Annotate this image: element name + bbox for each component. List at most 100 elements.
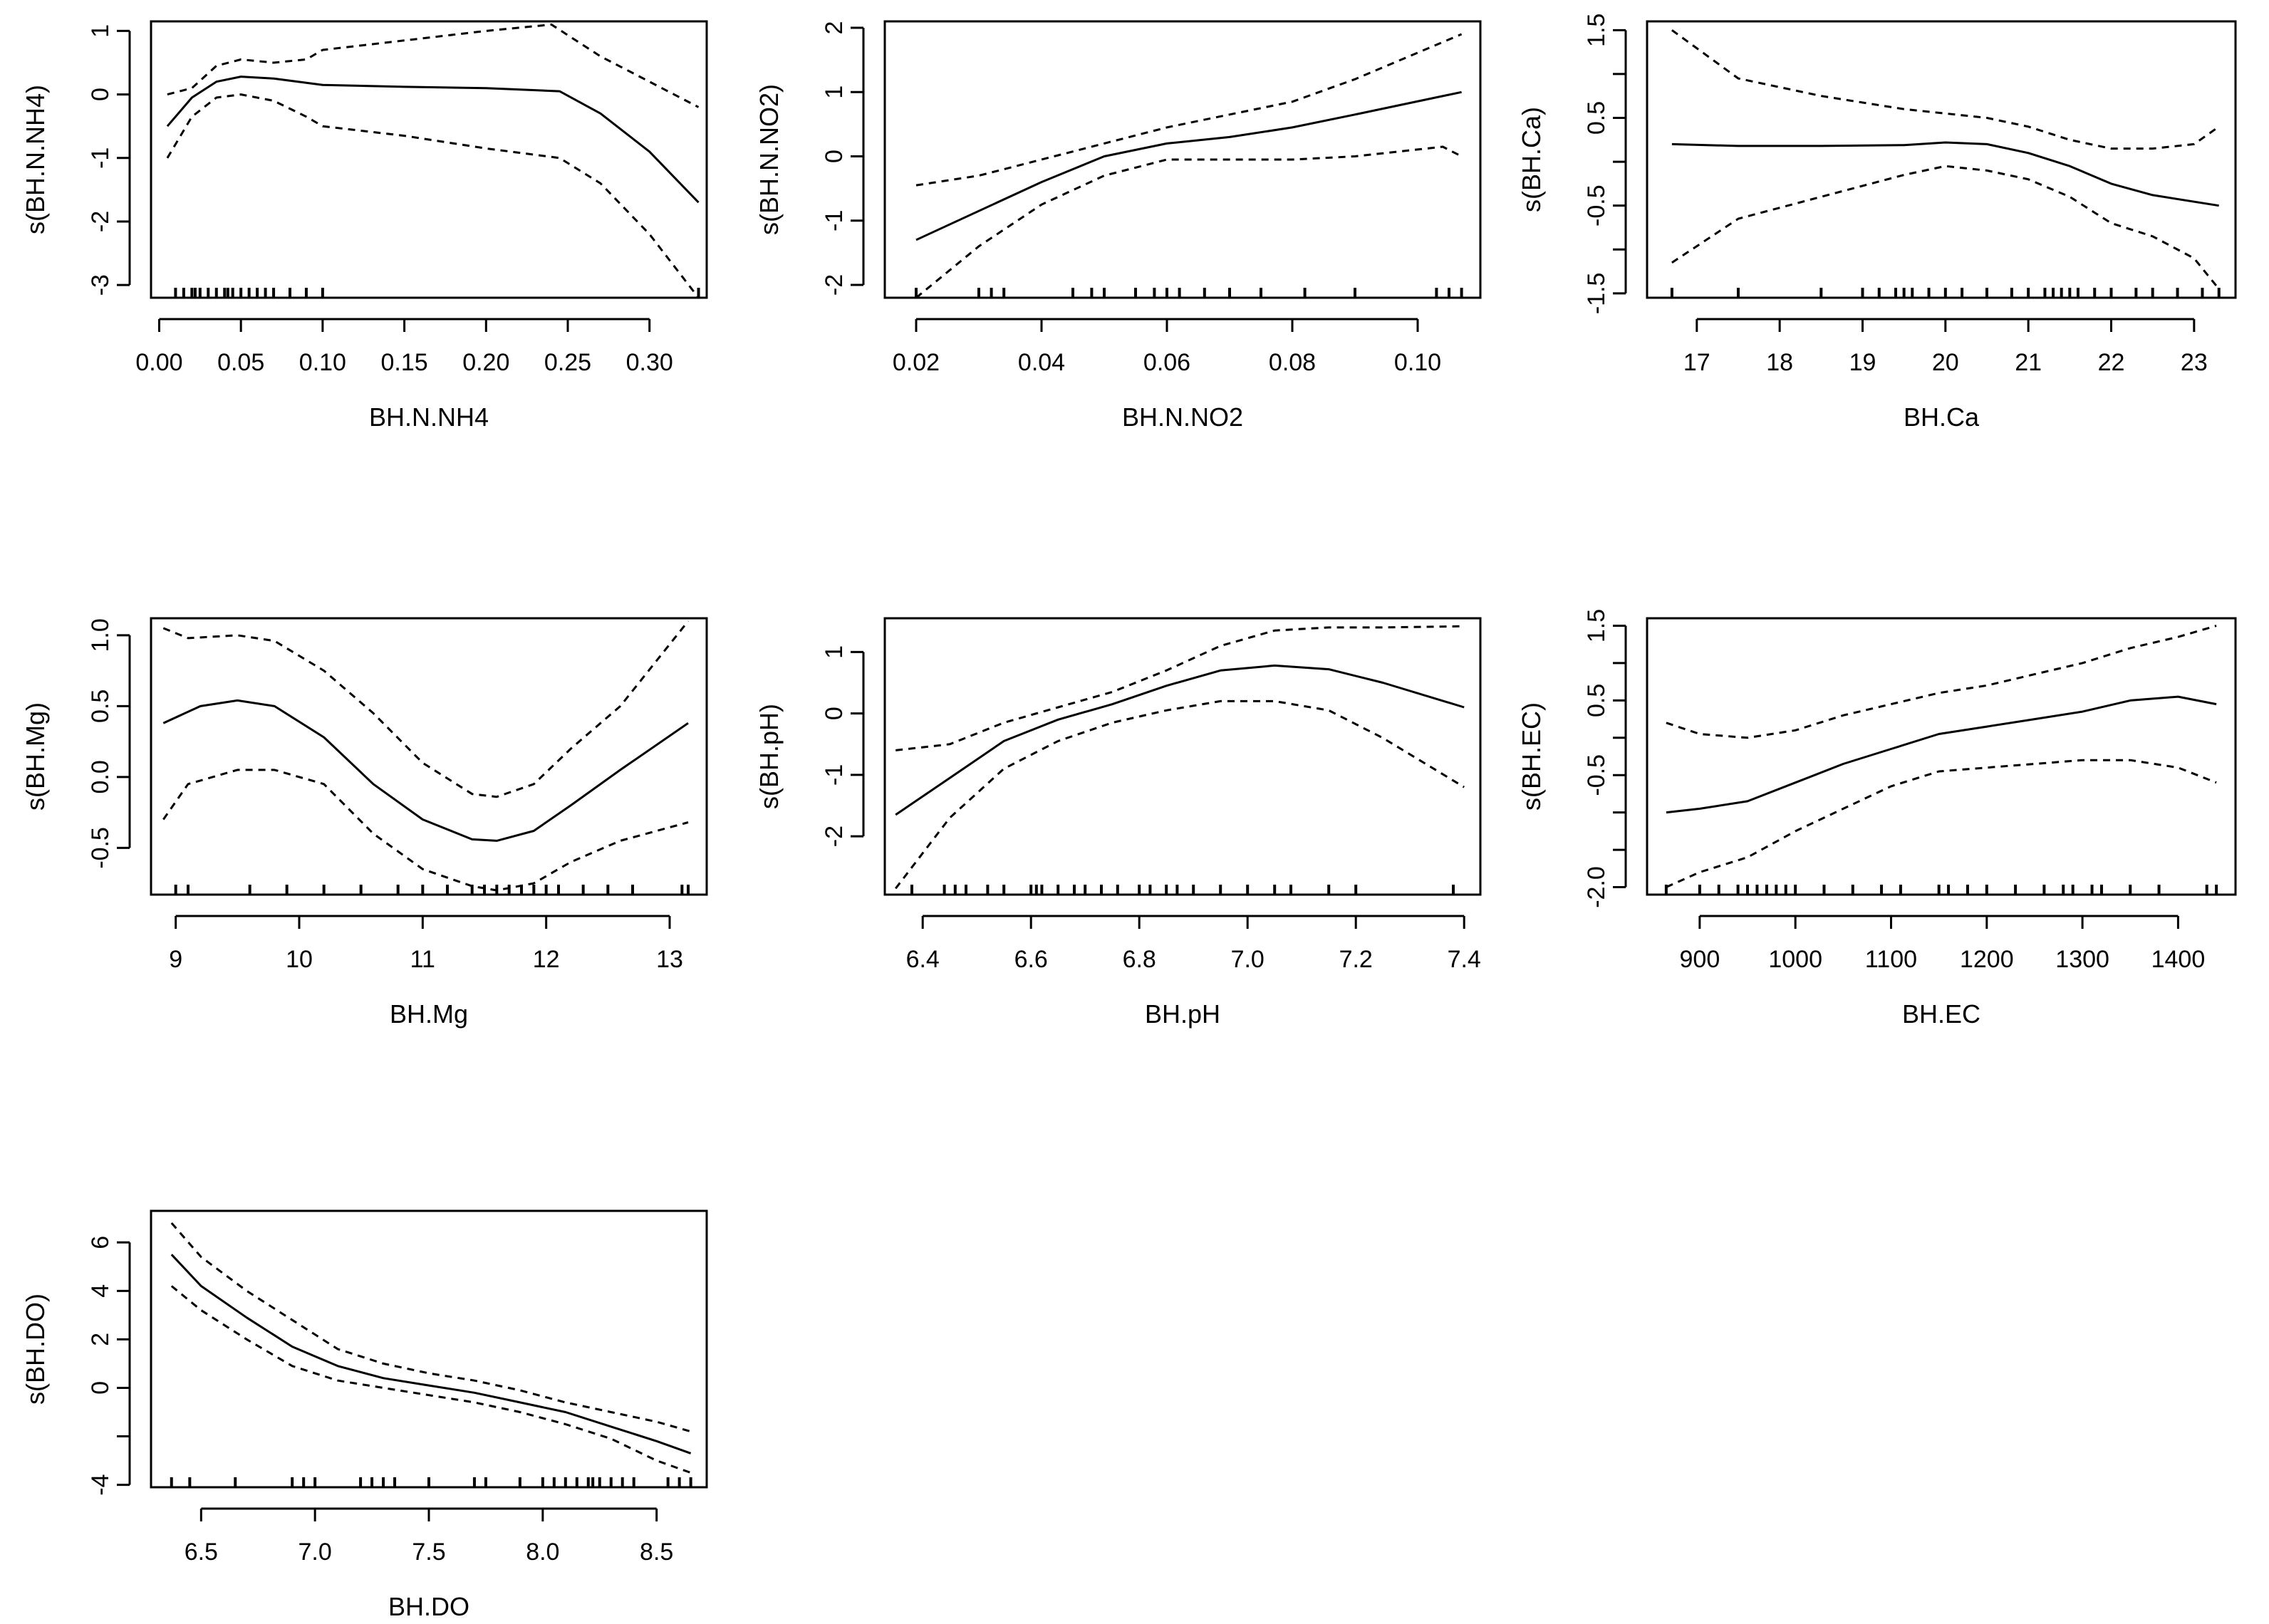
smooth-fit-line xyxy=(915,90,1462,241)
x-tick-label: 7.0 xyxy=(1231,946,1265,973)
y-tick-label: 0 xyxy=(821,150,848,163)
x-tick-label: 0.05 xyxy=(217,349,264,376)
y-axis-title: s(BH.Ca) xyxy=(1517,107,1546,212)
y-tick-label: -0.5 xyxy=(1583,184,1610,227)
y-tick-label: 2 xyxy=(821,21,848,35)
y-axis-title: s(BH.N.NH4) xyxy=(21,85,50,234)
y-tick-label: 1.5 xyxy=(1583,14,1610,47)
x-tick-label: 0.06 xyxy=(1143,349,1190,376)
smooth-fit-line xyxy=(166,76,700,204)
smooth-fit-line xyxy=(1666,695,2217,814)
x-tick-label: 22 xyxy=(2098,349,2125,376)
y-axis-title: s(BH.EC) xyxy=(1517,702,1546,811)
y-tick-label: 0.5 xyxy=(1583,684,1610,717)
x-tick-label: 1000 xyxy=(1768,946,1822,973)
y-tick-label: 1.0 xyxy=(87,618,114,652)
confidence-band-lower xyxy=(895,699,1465,890)
x-tick-label: 7.5 xyxy=(412,1539,445,1566)
plot-frame xyxy=(1646,20,2237,299)
x-tick-label: 0.10 xyxy=(299,349,346,376)
y-tick-label: 1 xyxy=(87,24,114,38)
x-tick-label: 10 xyxy=(286,946,313,973)
panel-7: 6.5 7.0 7.5 8.0 8.5 -4 0 2 4 6 BH.DO s(BH.DO) xyxy=(21,1209,708,1621)
confidence-band-upper xyxy=(1671,29,2220,150)
y-tick-label: 2 xyxy=(87,1333,114,1346)
x-axis-title: BH.EC xyxy=(1902,999,1980,1029)
y-tick-label: -0.5 xyxy=(87,827,114,869)
confidence-band-lower xyxy=(1671,165,2220,290)
y-axis-title: s(BH.Mg) xyxy=(21,702,50,811)
x-tick-label: 6.4 xyxy=(906,946,940,973)
x-axis-title: BH.DO xyxy=(388,1592,469,1621)
plot-frame xyxy=(883,20,1482,299)
x-tick-label: 6.5 xyxy=(185,1539,218,1566)
x-tick-label: 7.2 xyxy=(1339,946,1373,973)
confidence-band-lower xyxy=(162,769,689,892)
x-axis-title: BH.N.NO2 xyxy=(1122,402,1243,432)
confidence-band-upper xyxy=(895,625,1465,751)
confidence-band-upper xyxy=(167,24,700,108)
x-tick-label: 900 xyxy=(1680,946,1720,973)
y-tick-label: -1 xyxy=(87,147,114,169)
confidence-band-upper xyxy=(1666,625,2217,739)
y-tick-label: 6 xyxy=(87,1236,114,1249)
y-tick-label: -2.0 xyxy=(1583,866,1610,908)
smooth-fit-line xyxy=(895,664,1465,816)
y-tick-label: -4 xyxy=(87,1474,114,1495)
y-tick-label: -2 xyxy=(87,211,114,232)
y-tick-label: 1 xyxy=(821,645,848,659)
smooth-fit-line xyxy=(1671,141,2219,207)
y-tick-label: 0.0 xyxy=(87,760,114,793)
panel-6: 900 1000 1100 1200 1300 1400 -2.0 -0.5 0.5 1.5 BH.… xyxy=(1517,609,2237,1029)
confidence-band-lower xyxy=(1666,759,2217,888)
y-tick-label: 0.5 xyxy=(87,689,114,723)
x-tick-label: 0.02 xyxy=(893,349,940,376)
x-tick-label: 0.04 xyxy=(1018,349,1065,376)
x-tick-label: 0.15 xyxy=(380,349,427,376)
x-tick-label: 0.30 xyxy=(626,349,673,376)
plot-frame xyxy=(1646,617,2237,896)
y-tick-label: -2 xyxy=(821,826,848,847)
x-tick-label: 1400 xyxy=(2151,946,2206,973)
x-tick-label: 8.0 xyxy=(526,1539,559,1566)
x-tick-label: 23 xyxy=(2181,349,2208,376)
panel-4: 9 10 11 12 13 -0.5 0.0 0.5 1.0 BH.Mg s(BH.Mg) xyxy=(21,617,708,1029)
confidence-band-upper xyxy=(170,1222,692,1433)
y-tick-label: 0 xyxy=(87,1381,114,1395)
panel-3: 17 18 19 20 21 22 23 -1.5 -0.5 0.5 1.5 BH.Ca s(BH.Ca… xyxy=(1517,14,2237,432)
x-tick-label: 0.10 xyxy=(1394,349,1441,376)
x-tick-label: 21 xyxy=(2015,349,2042,376)
x-tick-label: 19 xyxy=(1849,349,1876,376)
plot-frame xyxy=(883,617,1482,896)
confidence-band-lower xyxy=(166,93,700,298)
confidence-band-upper xyxy=(162,620,690,798)
x-tick-label: 8.5 xyxy=(640,1539,673,1566)
y-tick-label: 0 xyxy=(821,707,848,720)
y-tick-label: 1.5 xyxy=(1583,609,1610,642)
y-tick-label: -1 xyxy=(821,210,848,231)
x-tick-label: 9 xyxy=(169,946,182,973)
x-tick-label: 1300 xyxy=(2055,946,2109,973)
y-axis-title: s(BH.DO) xyxy=(21,1294,50,1405)
smooth-fit-line xyxy=(170,1254,692,1454)
x-tick-label: 0.20 xyxy=(462,349,509,376)
plot-frame xyxy=(150,1209,708,1489)
x-axis-title: BH.Ca xyxy=(1904,402,1980,432)
x-tick-label: 17 xyxy=(1683,349,1710,376)
x-tick-label: 6.8 xyxy=(1123,946,1156,973)
confidence-band-lower xyxy=(170,1285,692,1474)
y-tick-label: -3 xyxy=(87,274,114,296)
y-tick-label: 0 xyxy=(87,88,114,101)
x-axis-title: BH.N.NH4 xyxy=(369,402,489,432)
x-axis-title: BH.pH xyxy=(1145,999,1220,1029)
x-tick-label: 13 xyxy=(656,946,683,973)
plot-frame xyxy=(150,617,708,896)
confidence-band-lower xyxy=(915,145,1463,299)
x-tick-label: 0.00 xyxy=(135,349,182,376)
y-tick-label: -2 xyxy=(821,274,848,296)
y-tick-label: 0.5 xyxy=(1583,101,1610,135)
x-tick-label: 0.25 xyxy=(544,349,591,376)
y-axis-title: s(BH.N.NO2) xyxy=(754,84,784,235)
x-tick-label: 11 xyxy=(410,946,435,973)
